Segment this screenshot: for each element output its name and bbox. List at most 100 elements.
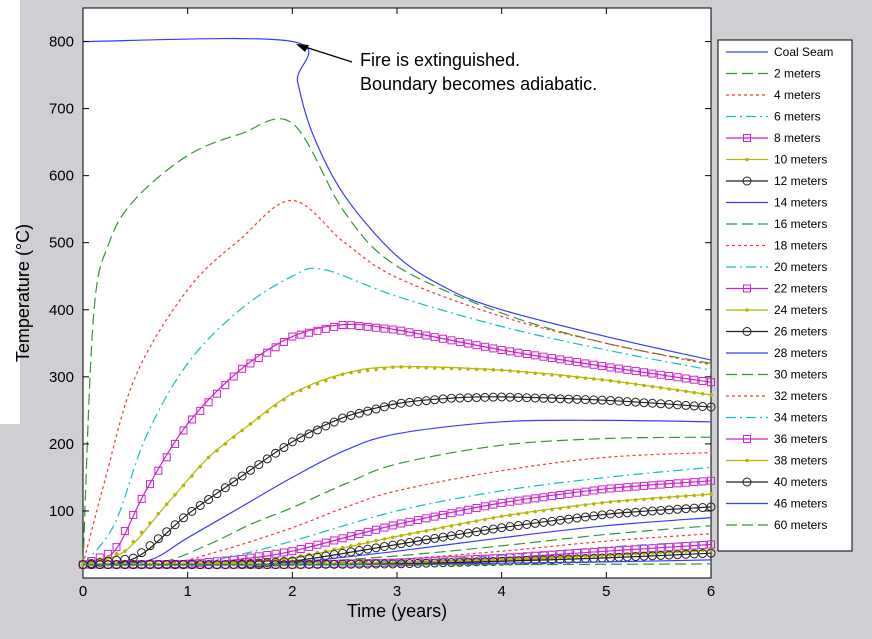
series-marker-8-meters: [497, 346, 506, 354]
series-marker-8-meters: [531, 351, 540, 360]
series-marker-10-meters: [667, 387, 671, 391]
series-marker-10-meters: [223, 442, 228, 446]
annotation-line-1: Fire is extinguished.: [360, 50, 520, 70]
series-marker-10-meters: [307, 385, 311, 389]
series-marker-12-meters: [296, 433, 306, 443]
y-tick-label: 600: [49, 168, 74, 185]
series-marker-8-meters: [313, 326, 322, 335]
series-marker-24-meters: [432, 527, 437, 531]
series-marker-26-meters: [480, 525, 490, 535]
legend-item-12-meters: 12 meters: [726, 174, 827, 188]
series-marker-26-meters: [463, 528, 473, 538]
series-marker-22-meters: [656, 480, 665, 489]
legend-label: 6 meters: [774, 110, 821, 124]
series-marker-10-meters: [709, 393, 713, 397]
legend-label: 30 meters: [774, 368, 827, 382]
legend-item-36-meters: 36 meters: [726, 432, 827, 446]
series-marker-8-meters: [397, 326, 406, 335]
series-marker-8-meters: [380, 324, 389, 333]
series-marker-8-meters: [296, 330, 305, 339]
series-marker-10-meters: [257, 415, 261, 420]
legend-item-40-meters: 40 meters: [726, 475, 827, 489]
series-marker-10-meters: [332, 375, 337, 380]
y-tick-label: 800: [49, 34, 74, 51]
series-marker-10-meters: [633, 382, 638, 387]
series-marker-24-meters: [458, 522, 462, 527]
legend-label: 12 meters: [774, 174, 827, 188]
series-marker-24-meters: [424, 528, 429, 533]
series-60-meters: [83, 563, 712, 566]
legend-label: 16 meters: [774, 217, 827, 231]
series-marker-10-meters: [617, 380, 621, 384]
series-marker-22-meters: [288, 547, 297, 556]
series-marker-8-meters: [656, 370, 665, 379]
series-line-60-meters: [83, 563, 712, 566]
y-tick-label: 300: [49, 369, 74, 386]
series-marker-22-meters: [514, 496, 523, 505]
series-marker-8-meters: [539, 352, 548, 361]
series-marker-22-meters: [296, 545, 305, 554]
series-marker-38-meters: [591, 553, 596, 558]
series-marker-26-meters: [396, 539, 406, 549]
series-marker-24-meters: [499, 514, 504, 519]
series-marker-10-meters: [424, 365, 429, 370]
series-marker-10-meters: [625, 381, 630, 385]
series-marker-8-meters: [330, 322, 339, 331]
series-marker-38-meters: [583, 554, 588, 558]
series-marker-10-meters: [675, 388, 680, 393]
series-marker-10-meters: [123, 549, 127, 553]
series-marker-12-meters: [220, 483, 230, 493]
series-marker-26-meters: [472, 527, 482, 537]
series-marker-24-meters: [625, 498, 630, 503]
legend-label: Coal Seam: [774, 45, 833, 59]
series-marker-12-meters: [279, 443, 289, 453]
series-marker-22-meters: [681, 478, 690, 487]
series-marker-12-meters: [254, 460, 264, 470]
x-axis-label: Time (years): [347, 601, 447, 621]
x-tick-label: 2: [288, 583, 296, 600]
series-marker-10-meters: [273, 403, 278, 408]
series-marker-8-meters: [288, 332, 297, 341]
y-tick-label: 100: [49, 503, 74, 520]
series-marker-22-meters: [405, 517, 414, 526]
series-marker-8-meters: [547, 354, 556, 363]
series-marker-8-meters: [405, 328, 414, 337]
series-marker-10-meters: [692, 390, 697, 395]
series-marker-26-meters: [430, 533, 440, 543]
series-marker-24-meters: [516, 512, 521, 516]
series-20-meters: [82, 466, 712, 566]
annotation: Fire is extinguished. Boundary becomes a…: [296, 44, 597, 94]
series-marker-10-meters: [240, 428, 244, 433]
x-tick-label: 3: [393, 583, 401, 600]
series-marker-10-meters: [650, 384, 655, 389]
series-marker-10-meters: [324, 378, 328, 383]
series-marker-10-meters: [215, 448, 219, 453]
series-marker-24-meters: [533, 509, 537, 514]
series-marker-24-meters: [617, 499, 621, 504]
series-marker-12-meters: [204, 495, 214, 505]
legend-marker: [742, 327, 752, 336]
y-axis-label: Temperature (°C): [13, 224, 33, 362]
series-marker-38-meters: [541, 556, 546, 560]
series-4-meters: [82, 199, 712, 565]
series-marker-10-meters: [399, 365, 403, 369]
series-marker-26-meters: [589, 511, 599, 521]
series-marker-22-meters: [422, 514, 431, 523]
series-marker-12-meters: [162, 527, 172, 537]
series-marker-8-meters: [648, 369, 657, 378]
series-marker-8-meters: [681, 374, 690, 383]
series-marker-8-meters: [187, 415, 196, 424]
legend-label: 2 meters: [774, 67, 821, 81]
series-marker-22-meters: [313, 540, 322, 549]
series-marker-8-meters: [305, 328, 314, 337]
series-marker-8-meters: [346, 321, 355, 330]
series-marker-24-meters: [508, 513, 512, 517]
series-line-16-meters: [82, 436, 712, 566]
series-marker-22-meters: [581, 487, 590, 496]
series-marker-24-meters: [709, 492, 713, 496]
series-marker-8-meters: [673, 373, 682, 382]
y-tick-label: 400: [49, 302, 74, 319]
series-marker-24-meters: [491, 516, 496, 520]
series-marker-8-meters: [598, 362, 607, 371]
series-marker-8-meters: [154, 466, 163, 475]
